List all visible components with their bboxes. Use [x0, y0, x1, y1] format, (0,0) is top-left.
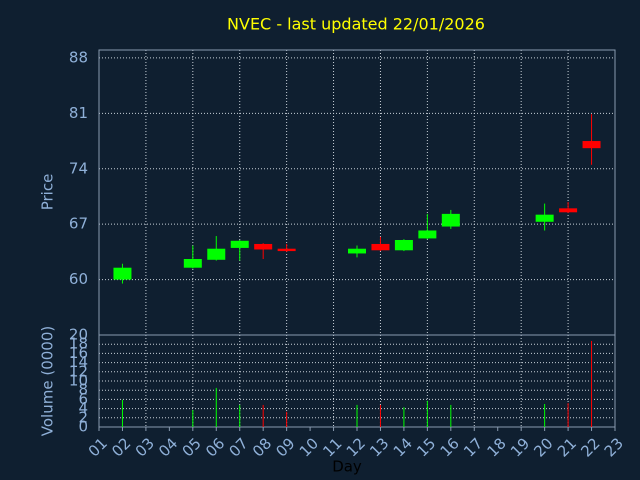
y-tick-label: 8: [78, 381, 88, 399]
y-tick-label: 10: [69, 372, 88, 390]
candle-body: [394, 240, 413, 251]
candle-body: [559, 208, 578, 213]
y-tick-label: 67: [69, 215, 88, 233]
candle-body: [535, 214, 554, 222]
candle-body: [441, 213, 460, 227]
y-tick-label: 12: [69, 362, 88, 380]
candle-body: [277, 248, 296, 252]
y-axis-label: Price: [39, 174, 57, 211]
y-tick-label: 16: [69, 344, 88, 362]
candle-body: [183, 259, 202, 268]
candle-body: [230, 240, 249, 248]
y-tick-label: 74: [69, 159, 88, 177]
y-tick-label: 6: [78, 390, 88, 408]
chart-title: NVEC - last updated 22/01/2026: [227, 15, 485, 34]
y-axis-label: Volume (0000): [39, 326, 57, 436]
y-tick-label: 81: [69, 104, 88, 122]
candle-body: [371, 243, 390, 251]
y-tick-label: 0: [78, 418, 88, 436]
candle-body: [348, 248, 366, 254]
x-axis-label: Day: [332, 458, 362, 476]
candle-body: [418, 230, 437, 239]
y-tick-label: 88: [69, 48, 88, 66]
y-tick-label: 60: [69, 270, 88, 288]
candle-body: [207, 248, 226, 260]
y-tick-label: 2: [78, 408, 88, 426]
y-tick-label: 14: [69, 353, 88, 371]
y-tick-label: 20: [69, 326, 88, 344]
candle-body: [113, 267, 132, 280]
y-tick-label: 4: [78, 399, 88, 417]
candle-body: [254, 243, 273, 250]
candle-body: [582, 141, 601, 149]
y-tick-label: 18: [69, 335, 88, 353]
